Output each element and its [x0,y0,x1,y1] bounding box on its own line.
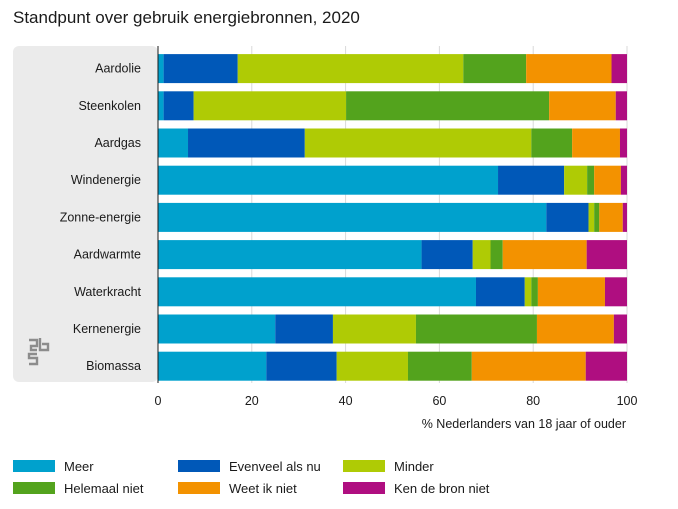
bar-segment [158,277,476,307]
bar-segment [266,351,337,381]
bar-segment [564,165,588,195]
bar-segment [572,128,620,158]
bar-segment [158,351,267,381]
bar-segment [490,240,503,270]
bar-segment [613,314,627,344]
legend-item: Minder [343,458,434,474]
bar-segment [611,54,627,84]
category-label: Kernenergie [73,322,141,336]
bar-segment [336,351,408,381]
bar-segment [415,314,537,344]
bar-segment [620,165,627,195]
bar-segment [163,54,238,84]
legend-label: Weet ik niet [229,480,297,496]
bar-segment [587,165,595,195]
category-label: Aardwarmte [74,248,141,262]
legend-swatch [343,482,385,494]
x-tick-label: 0 [155,394,162,408]
legend-swatch [13,460,55,472]
legend-label: Evenveel als nu [229,458,321,474]
bar-segment [588,202,595,232]
legend-item: Meer [13,458,94,474]
bar-segment [471,351,586,381]
bar-segment [585,351,627,381]
legend-item: Ken de bron niet [343,480,489,496]
bar-segment [193,91,347,121]
bar-segment [346,91,550,121]
bar-segment [163,91,194,121]
bar-segment [463,54,527,84]
bar-segment [502,240,587,270]
bar-segment [599,202,623,232]
x-axis: 0 20 40 60 80 100 [155,46,638,408]
bar-segment [472,240,491,270]
bar-segment [531,277,538,307]
legend-item: Evenveel als nu [178,458,321,474]
bar-chart: Aardolie Steenkolen Aardgas Windenergie Zonn… [13,46,638,431]
bar-segment [604,277,627,307]
legend-label: Helemaal niet [64,480,144,496]
category-label: Zonne-energie [60,210,141,224]
category-label: Aardolie [95,62,141,76]
bar-segment [594,202,600,232]
bar-segment [158,240,422,270]
bar-segment [619,128,627,158]
category-label: Aardgas [94,136,141,150]
bar-segment [594,165,621,195]
bar-segment [615,91,627,121]
category-label: Windenergie [71,173,141,187]
bar-segment [158,128,189,158]
bar-segment [237,54,464,84]
bar-segment [158,314,276,344]
x-tick-label: 20 [245,394,259,408]
category-label: Steenkolen [78,99,141,113]
bar-segment [158,202,547,232]
legend: Meer Evenveel als nu Minder Helemaal niet We… [13,458,673,502]
bar-segment [498,165,565,195]
legend-swatch [13,482,55,494]
bar-segment [304,128,532,158]
x-tick-label: 60 [432,394,446,408]
bar-segment [549,91,616,121]
bar-segment [475,277,525,307]
bar-segment [622,202,627,232]
category-labels: Aardolie Steenkolen Aardgas Windenergie Zonn… [60,62,142,374]
bar-segment [421,240,473,270]
x-axis-title: % Nederlanders van 18 jaar of ouder [422,417,626,431]
bar-segment [586,240,627,270]
legend-swatch [178,482,220,494]
legend-label: Ken de bron niet [394,480,490,496]
bar-segment [526,54,612,84]
legend-label: Minder [394,458,434,474]
chart-title: Standpunt over gebruik energiebronnen, 2… [13,8,360,27]
bar-segment [275,314,333,344]
legend-item: Helemaal niet [13,480,144,496]
legend-label: Meer [64,458,94,474]
legend-swatch [343,460,385,472]
x-tick-label: 100 [617,394,638,408]
x-tick-label: 40 [339,394,353,408]
bar-segment [537,277,605,307]
bar-segment [524,277,532,307]
bar-segment [546,202,589,232]
category-label-panel [13,46,158,382]
bar-segment [332,314,416,344]
category-label: Waterkracht [74,285,141,299]
bar-segment [188,128,305,158]
legend-item: Weet ik niet [178,480,297,496]
bar-segment [158,165,499,195]
bar-segment [158,91,164,121]
bar-segment [407,351,472,381]
x-tick-label: 80 [526,394,540,408]
bar-segment [158,54,164,84]
legend-swatch [178,460,220,472]
bar-segment [536,314,614,344]
category-label: Biomassa [86,359,141,373]
bars [158,54,627,381]
bar-segment [531,128,573,158]
